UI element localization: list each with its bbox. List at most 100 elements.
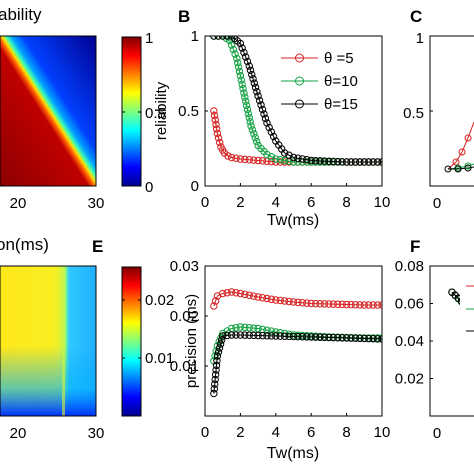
panel-B-data-point [243,105,252,114]
panel-E-data-point [211,371,220,379]
panel-B-data-point [263,119,271,127]
panel-B-xtick-label: 6 [307,194,315,211]
panel-E-data-point [213,356,221,365]
colorbar-top-tick-0: 0 [145,179,153,196]
panel-E-data-point [325,333,333,342]
panel-E-data-point [272,296,280,304]
panel-B-data-point [238,44,246,52]
panel-E-data-point [342,334,351,342]
panel-B-data-point [258,105,267,114]
panel-E-data-point [285,332,293,341]
panel-B-data-point [303,156,311,164]
panel-B-xtick-label: 0 [201,194,209,211]
panel-B-legend-label: θ=15 [324,96,358,113]
panel-E-data-point [338,300,346,309]
panel-B-data-point [246,66,255,74]
panel-B-data-point [356,158,364,166]
panel-E-series-1 [210,288,382,310]
heatmap-top-image [0,36,96,186]
panel-B-data-point [248,70,256,79]
panel-E-data-point [232,331,240,339]
panel-B-data-point [232,154,240,162]
panel-E-data-point [249,292,258,300]
panel-B-data-point [236,155,245,163]
panel-B-data-point [294,154,302,162]
panel-E-series-3 [210,331,382,398]
panel-E-data-point [216,340,225,348]
panel-E-data-point [249,324,258,332]
panel-B-data-point [263,150,271,159]
panel-E-data-point [298,333,307,341]
panel-E-data-point [338,334,346,342]
panel-B-data-point [216,138,224,147]
panel-B-data-point [280,156,289,165]
panel-C-ytick-05: 0.5 [403,105,424,122]
panel-E-series-2 [210,323,382,365]
panel-E-data-point [263,332,271,340]
colorbar-bottom-tick-002: 0.02 [145,292,174,309]
panel-B-legend-label: θ=10 [324,73,358,90]
panel-B-legend: θ =5 θ=10 θ=15 [276,47,379,117]
panel-E-data-point [294,332,302,341]
panel-E-data-point [356,334,364,343]
heatmap-top-title: ability [0,5,42,24]
panel-E-data-point [311,333,320,341]
panel-E-data-point [373,301,382,309]
panel-B-data-point [239,84,247,93]
panel-B-data-point [227,153,236,162]
panel-B-data-point [250,79,259,87]
panel-B-xtick-label: 4 [272,194,280,211]
panel-E-data-point [232,289,240,297]
panel-B-data-point [227,41,236,49]
panel-C-xtick-0: 0 [433,195,441,212]
panel-B-data-point [241,93,249,101]
colorbar-bottom-gradient [121,266,142,417]
panel-E-data-point [245,324,253,332]
panel-B-data-point [289,158,298,166]
panel-B-data-point [351,158,360,166]
panel-B-data-point [320,157,329,165]
panel-B-data-point [211,116,219,124]
panel-E-data-point [285,297,293,306]
panel-B-data-point [236,39,245,48]
colorbar-top-tick-1: 1 [145,30,153,47]
panel-E-data-point [241,331,249,339]
panel-B-data-point [329,157,338,166]
panel-B-data-point [214,134,223,142]
panel-B-data-point [252,137,261,146]
colorbar-bottom: 0.02 0.01 precision (ms) [121,266,200,417]
panel-B-data-point [246,118,254,126]
panel-E-data-point [212,366,220,374]
panel-B-data-point [338,158,346,166]
panel-B-data-point [241,155,249,164]
panel-E-data-point [254,324,262,333]
panel-B-data-point [267,128,276,136]
panel-B-data-point [234,59,242,67]
panel-B-data-point [249,156,258,164]
panel-B-series-line [213,36,382,163]
panel-E-data-point [334,300,342,308]
panel-label-C: C [410,7,422,26]
heatmap-bottom-xtick-30: 30 [88,425,105,442]
panel-B-data-point [285,151,293,159]
panel-B-data-point [316,157,324,165]
panel-E-data-point [289,298,298,306]
panel-B-data-point [233,54,241,63]
panel-B-data-point [223,36,231,40]
panel-E-xtick-label: 6 [307,424,315,441]
panel-C-ytick-1: 1 [416,30,424,47]
panel-E-data-point [267,327,276,335]
panel-E-data-point [223,289,231,297]
panel-B-data-point [289,153,298,162]
panel-E-data-point [223,331,231,340]
panel-B-data-point [244,109,253,118]
panel-E-data-point [232,324,240,332]
panel-B-data-point [325,157,333,165]
panel-E-data-point [320,300,329,308]
panel-B-data-point [224,152,232,160]
panel-B-data-point [272,155,280,163]
panel-E-data-point [316,333,324,341]
panel-E-data-point [211,380,219,388]
panel-E-data-point [276,332,284,340]
panel-B-data-point [258,157,267,165]
